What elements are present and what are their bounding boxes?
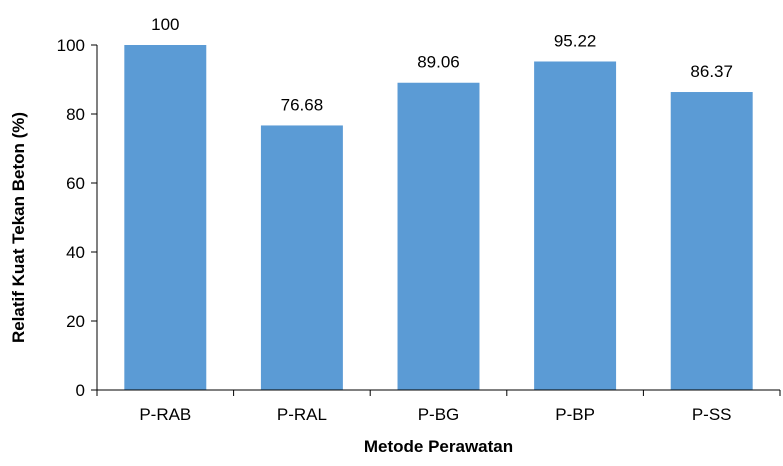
data-label: 89.06 (417, 53, 460, 72)
x-ticks: P-RAB P-RAL P-BG P-BP P-SS (96, 390, 781, 424)
bar-p-ss (670, 92, 753, 390)
x-tick-label: P-RAL (277, 405, 327, 424)
x-tick-label: P-BG (418, 405, 460, 424)
y-ticks: 0 20 40 60 80 100 (57, 36, 97, 400)
data-label: 76.68 (281, 95, 324, 114)
data-label: 95.22 (554, 31, 597, 50)
y-tick-label: 80 (66, 105, 85, 124)
bar-p-ral (260, 125, 343, 390)
data-label: 86.37 (690, 62, 733, 81)
y-tick-label: 60 (66, 174, 85, 193)
data-label: 100 (151, 15, 179, 34)
y-axis-title: Relatif Kuat Tekan Beton (%) (9, 112, 28, 343)
axes-layer (96, 45, 780, 391)
x-tick-label: P-BP (555, 405, 595, 424)
x-tick-label: P-SS (692, 405, 732, 424)
y-tick-label: 20 (66, 312, 85, 331)
data-labels: 100 76.68 89.06 95.22 86.37 (151, 15, 733, 114)
y-tick-label: 100 (57, 36, 85, 55)
bars-layer (124, 45, 753, 391)
y-tick-label: 40 (66, 243, 85, 262)
x-tick-label: P-RAB (139, 405, 191, 424)
bar-p-rab (124, 45, 207, 390)
x-axis-title: Metode Perawatan (364, 437, 513, 456)
y-tick-label: 0 (76, 381, 85, 400)
bar-p-bp (534, 61, 617, 391)
bar-p-bg (397, 82, 480, 391)
